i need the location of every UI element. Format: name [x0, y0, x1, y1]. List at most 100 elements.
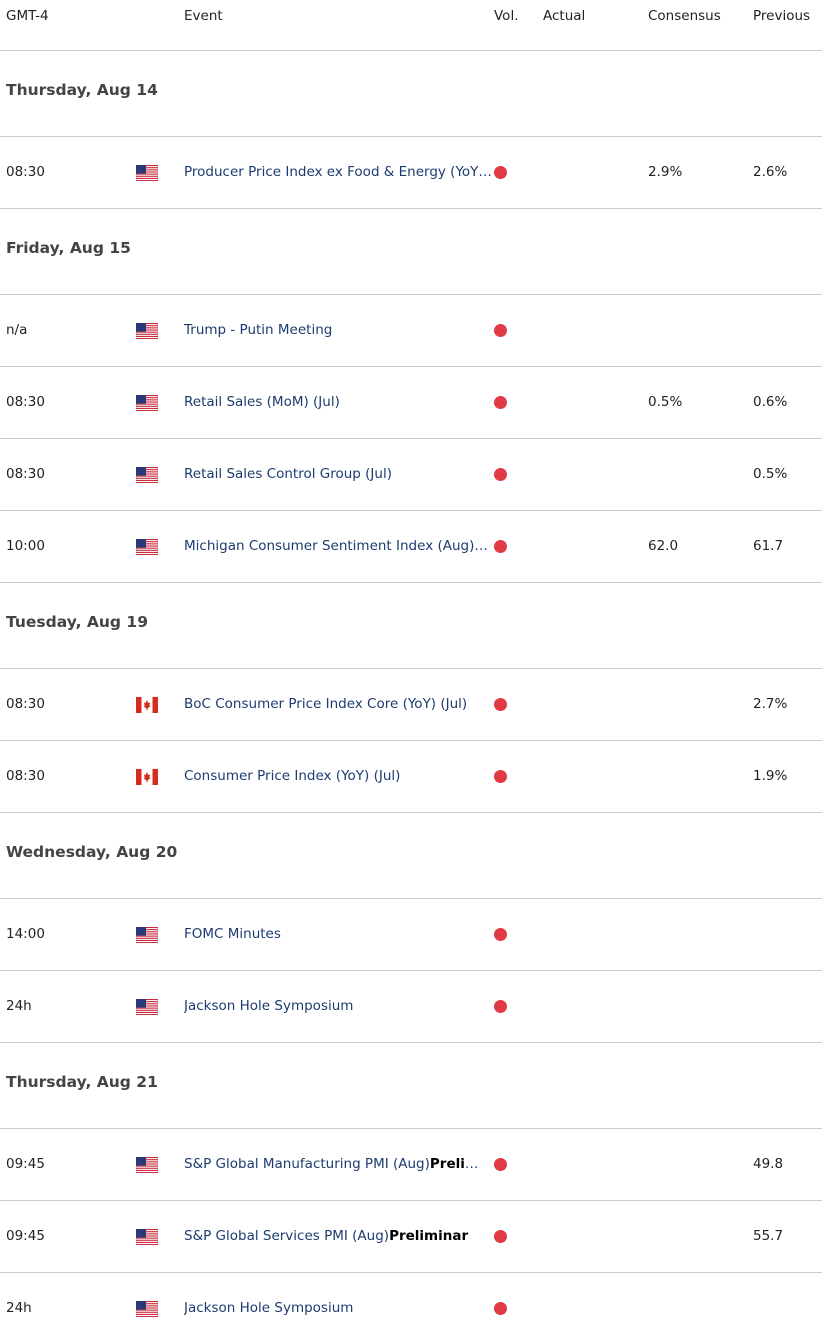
consensus: 2.9%: [648, 164, 683, 180]
day-header: Wednesday, Aug 20: [0, 813, 822, 899]
volatility-dot: [494, 928, 507, 941]
time: n/a: [6, 322, 28, 338]
volatility-dot: [494, 1158, 507, 1171]
flag: [135, 998, 159, 1019]
flag: [136, 769, 158, 789]
event-name: Retail Sales Control Group (Jul): [184, 466, 492, 482]
column-header: Event: [184, 8, 223, 24]
event-row: n/a Trump - Putin Meeting: [0, 295, 822, 367]
event-name: S&P Global Manufacturing PMI (Aug)Prelim…: [184, 1156, 492, 1172]
event-row: 24h Jackson Hole Symposium: [0, 971, 822, 1043]
event-name: S&P Global Services PMI (Aug)Preliminar: [184, 1228, 492, 1244]
volatility-dot: [494, 396, 507, 409]
event-row: 08:30 Retail Sales Control Group (Jul) 0.5…: [0, 439, 822, 511]
volatility-dot: [494, 324, 507, 337]
event-name: Trump - Putin Meeting: [184, 322, 492, 338]
column-header: Actual: [543, 8, 586, 24]
column-header: Previous: [753, 8, 811, 24]
day-header: Thursday, Aug 21: [0, 1043, 822, 1129]
previous: 2.7%: [753, 696, 788, 712]
column-header: Vol.: [494, 8, 519, 24]
flag: [135, 394, 159, 415]
previous: 55.7: [753, 1228, 784, 1244]
flag: [135, 1228, 159, 1249]
event-name: Jackson Hole Symposium: [184, 1300, 492, 1316]
event-name: Michigan Consumer Sentiment Index (Aug) …: [184, 538, 492, 554]
volatility-dot: [494, 1000, 507, 1013]
volatility-dot: [494, 540, 507, 553]
previous: 1.9%: [753, 768, 788, 784]
volatility-dot: [494, 1230, 507, 1243]
time: 14:00: [6, 926, 45, 942]
column-header: Consensus: [648, 8, 721, 24]
event-text: Retail Sales (MoM) (Jul): [184, 394, 340, 410]
time: 10:00: [6, 538, 45, 554]
volatility-dot: [494, 770, 507, 783]
event-text: S&P Global Services PMI (Aug): [184, 1228, 390, 1244]
event-text: Trump - Putin Meeting: [184, 322, 333, 338]
event-bold: Preliminar: [429, 1156, 492, 1172]
event-text: FOMC Minutes: [184, 926, 281, 942]
event-row: 10:00 Michigan Consumer Sentiment Index (…: [0, 511, 822, 583]
volatility-dot: [494, 698, 507, 711]
event-text: BoC Consumer Price Index Core (YoY) (Jul…: [184, 696, 468, 712]
event-text: Retail Sales Control Group (Jul): [184, 466, 392, 482]
flag: [136, 697, 158, 717]
previous: 0.5%: [753, 466, 788, 482]
flag: [135, 926, 159, 947]
event-row: 08:30 Producer Price Index ex Food & Ener…: [0, 137, 822, 209]
consensus: 0.5%: [648, 394, 683, 410]
flag: [135, 466, 159, 487]
time: 08:30: [6, 164, 45, 180]
event-row: 08:30 BoC Consumer Price Index Core (YoY)…: [0, 669, 822, 741]
time: 09:45: [6, 1228, 45, 1244]
event-name: Retail Sales (MoM) (Jul): [184, 394, 492, 410]
event-text: Consumer Price Index (YoY) (Jul): [184, 768, 401, 784]
previous: 49.8: [753, 1156, 784, 1172]
flag: [135, 322, 159, 343]
event-name: Jackson Hole Symposium: [184, 998, 492, 1014]
event-text: Jackson Hole Symposium: [184, 998, 354, 1014]
day-label: Friday, Aug 15: [6, 239, 131, 257]
event-name: Consumer Price Index (YoY) (Jul): [184, 768, 492, 784]
event-text: Jackson Hole Symposium: [184, 1300, 354, 1316]
volatility-dot: [494, 166, 507, 179]
previous: 0.6%: [753, 394, 788, 410]
time: 08:30: [6, 768, 45, 784]
time: 09:45: [6, 1156, 45, 1172]
day-label: Thursday, Aug 21: [6, 1073, 158, 1091]
previous: 61.7: [753, 538, 784, 554]
event-text: Michigan Consumer Sentiment Index (Aug) …: [184, 538, 492, 554]
volatility-dot: [494, 1302, 507, 1315]
event-bold: Preliminar: [389, 1228, 469, 1244]
previous: 2.6%: [753, 164, 788, 180]
event-name: FOMC Minutes: [184, 926, 492, 942]
event-row: 08:30 Consumer Price Index (YoY) (Jul) 1.9…: [0, 741, 822, 813]
day-label: Thursday, Aug 14: [6, 81, 158, 99]
event-text: Producer Price Index ex Food & Energy (Y…: [184, 164, 492, 180]
consensus: 62.0: [648, 538, 679, 554]
volatility-dot: [494, 468, 507, 481]
time: 08:30: [6, 466, 45, 482]
event-row: 09:45 S&P Global Services PMI (Aug)Prelim…: [0, 1201, 822, 1273]
header-row: GMT-4 Event Vol. Actual Consensus Previous: [0, 0, 822, 51]
day-label: Tuesday, Aug 19: [6, 613, 148, 631]
flag: [135, 164, 159, 185]
time: 24h: [6, 998, 32, 1014]
flag: [135, 1156, 159, 1177]
column-header: GMT-4: [6, 8, 49, 24]
time: 24h: [6, 1300, 32, 1316]
event-row: 24h Jackson Hole Symposium: [0, 1273, 822, 1342]
event-row: 14:00 FOMC Minutes: [0, 899, 822, 971]
time: 08:30: [6, 696, 45, 712]
event-text: S&P Global Manufacturing PMI (Aug): [184, 1156, 430, 1172]
time: 08:30: [6, 394, 45, 410]
event-row: 08:30 Retail Sales (MoM) (Jul) 0.5% 0.6%: [0, 367, 822, 439]
day-header: Thursday, Aug 14: [0, 51, 822, 137]
day-header: Friday, Aug 15: [0, 209, 822, 295]
flag: [135, 538, 159, 559]
day-label: Wednesday, Aug 20: [6, 843, 178, 861]
event-row: 09:45 S&P Global Manufacturing PMI (Aug)P…: [0, 1129, 822, 1201]
event-name: Producer Price Index ex Food & Energy (Y…: [184, 164, 492, 180]
